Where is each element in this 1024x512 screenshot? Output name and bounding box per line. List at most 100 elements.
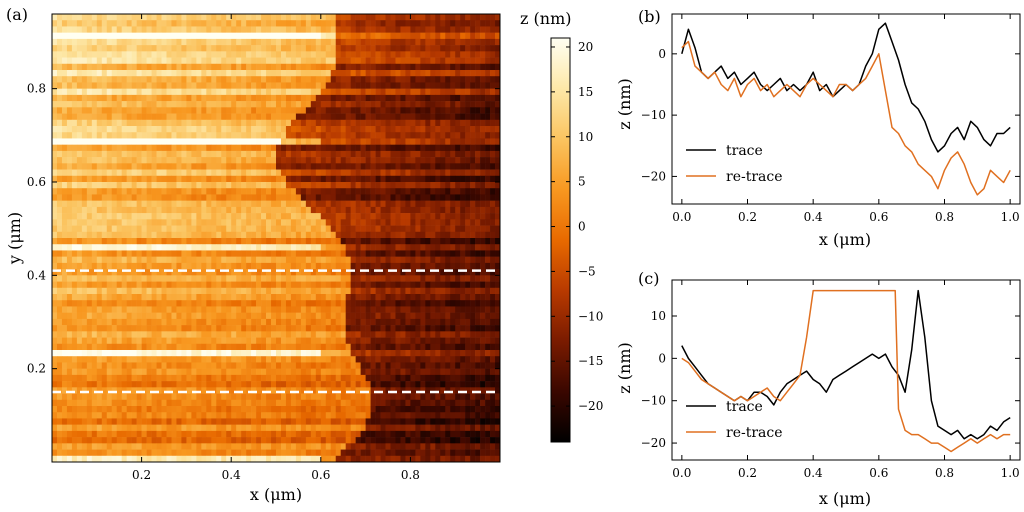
heatmap-cell: [52, 138, 58, 145]
heatmap-cell: [365, 113, 371, 121]
heatmap-cell: [56, 331, 63, 338]
heatmap-cell: [385, 132, 391, 139]
heatmap-cell: [415, 169, 421, 177]
heatmap-cell: [310, 306, 317, 313]
heatmap-cell: [231, 250, 237, 257]
heatmap-cell: [345, 206, 351, 214]
heatmap-cell: [390, 14, 396, 21]
heatmap-cell: [226, 356, 232, 363]
heatmap-cell: [475, 213, 481, 220]
heatmap-cell: [186, 101, 192, 108]
heatmap-cell: [360, 132, 366, 139]
heatmap-cell: [76, 150, 83, 158]
heatmap-cell: [81, 219, 88, 226]
heatmap-cell: [305, 132, 312, 139]
heatmap-cell: [315, 144, 322, 152]
heatmap-cell: [330, 318, 337, 326]
heatmap-cell: [216, 219, 222, 226]
heatmap-cell: [276, 238, 282, 245]
heatmap-cell: [201, 70, 207, 77]
heatmap-cell: [330, 256, 337, 264]
heatmap-cell: [335, 225, 342, 233]
heatmap-cell: [251, 343, 257, 351]
heatmap-cell: [66, 219, 73, 226]
heatmap-cell: [81, 94, 88, 102]
heatmap-cell: [256, 281, 262, 289]
heatmap-cell: [285, 144, 292, 152]
heatmap-cell: [460, 38, 466, 46]
heatmap-cell: [445, 325, 451, 332]
heatmap-cell: [355, 51, 361, 58]
heatmap-cell: [116, 343, 122, 351]
heatmap-cell: [455, 57, 461, 65]
heatmap-cell: [465, 175, 471, 183]
heatmap-cell: [415, 20, 421, 27]
heatmap-cell: [445, 14, 451, 21]
heatmap-cell: [470, 132, 476, 139]
heatmap-cell: [455, 194, 461, 201]
heatmap-cell: [121, 262, 127, 270]
heatmap-cell: [415, 244, 421, 251]
heatmap-cell: [310, 70, 317, 77]
heatmap-cell: [236, 194, 242, 201]
heatmap-cell: [111, 182, 118, 189]
heatmap-cell: [395, 45, 401, 52]
heatmap-cell: [340, 144, 346, 152]
heatmap-cell: [106, 38, 113, 46]
heatmap-cell: [236, 157, 242, 164]
heatmap-cell: [201, 157, 207, 164]
heatmap-cell: [261, 126, 267, 133]
heatmap-cell: [166, 45, 172, 52]
heatmap-cell: [271, 206, 277, 214]
heatmap-cell: [181, 250, 187, 257]
heatmap-cell: [455, 163, 461, 170]
heatmap-cell: [485, 206, 491, 214]
heatmap-cell: [186, 331, 192, 338]
heatmap-cell: [206, 318, 212, 326]
heatmap-cell: [261, 300, 267, 307]
heatmap-cell: [390, 63, 396, 71]
heatmap-cell: [236, 269, 242, 276]
heatmap-cell: [86, 38, 93, 46]
heatmap-cell: [350, 70, 356, 77]
heatmap-cell: [365, 312, 371, 320]
heatmap-cell: [390, 94, 396, 102]
heatmap-cell: [271, 350, 277, 357]
heatmap-cell: [320, 287, 327, 295]
heatmap-cell: [495, 225, 501, 233]
heatmap-cell: [450, 306, 456, 313]
heatmap-cell: [465, 343, 471, 351]
heatmap-cell: [141, 281, 147, 289]
heatmap-cell: [236, 200, 242, 208]
heatmap-cell: [290, 32, 297, 40]
heatmap-cell: [345, 256, 351, 264]
heatmap-cell: [445, 57, 451, 65]
heatmap-cell: [390, 188, 396, 195]
heatmap-cell: [350, 51, 356, 58]
heatmap-cell: [101, 206, 108, 214]
heatmap-cell: [161, 250, 167, 257]
heatmap-cell: [345, 163, 351, 170]
heatmap-cell: [76, 26, 83, 33]
heatmap-cell: [480, 294, 486, 301]
heatmap-cell: [161, 169, 167, 177]
heatmap-cell: [186, 262, 192, 270]
heatmap-cell: [355, 200, 361, 208]
heatmap-cell: [52, 331, 58, 338]
heatmap-cell: [106, 157, 113, 164]
heatmap-cell: [256, 337, 262, 345]
heatmap-cell: [101, 244, 108, 251]
heatmap-cell: [375, 287, 381, 295]
heatmap-cell: [280, 225, 287, 233]
heatmap-cell: [410, 287, 416, 295]
heatmap-cell: [390, 269, 396, 276]
heatmap-cell: [490, 113, 496, 121]
heatmap-cell: [131, 356, 137, 363]
heatmap-cell: [335, 262, 342, 270]
heatmap-cell: [425, 188, 431, 195]
heatmap-cell: [320, 175, 327, 183]
heatmap-cell: [101, 82, 108, 89]
heatmap-cell: [420, 219, 426, 226]
heatmap-cell: [460, 157, 466, 164]
heatmap-cell: [196, 182, 202, 189]
